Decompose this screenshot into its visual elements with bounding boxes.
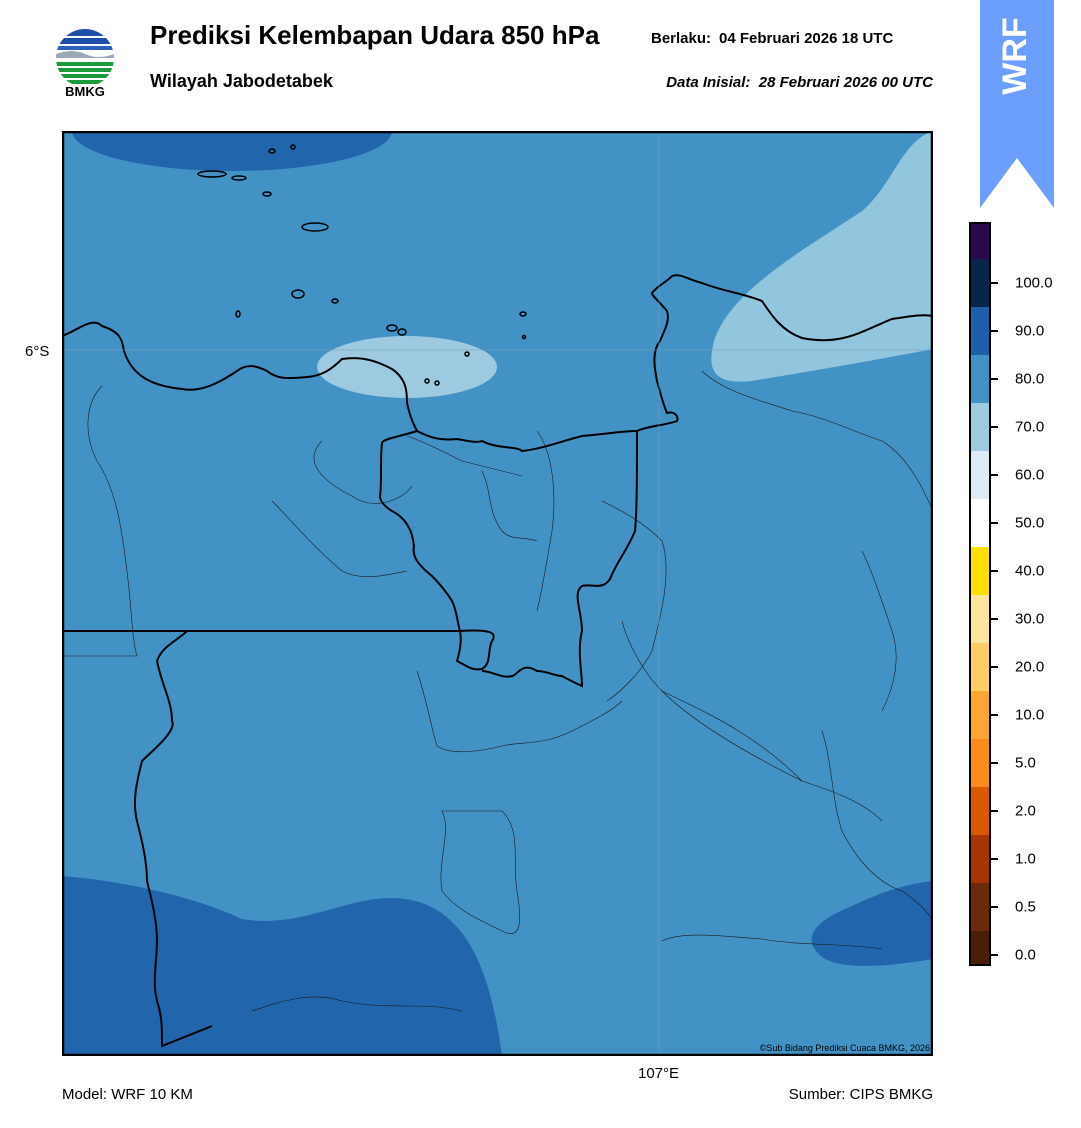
colorbar: [969, 222, 991, 966]
colorbar-tick: [991, 570, 998, 572]
colorbar-tick: [991, 858, 998, 860]
bmkg-logo-icon: [56, 29, 114, 87]
colorbar-tick-label: 1.0: [1015, 850, 1036, 868]
colorbar-segment: [969, 883, 991, 931]
colorbar-tick: [991, 474, 998, 476]
colorbar-segment: [969, 355, 991, 403]
valid-time: Berlaku: 04 Februari 2026 18 UTC: [651, 30, 893, 47]
colorbar-tick-label: 50.0: [1015, 514, 1045, 532]
colorbar-tick: [991, 954, 998, 956]
colorbar-segment: [969, 403, 991, 451]
source-info: Sumber: CIPS BMKG: [788, 1086, 933, 1103]
colorbar-tick: [991, 810, 998, 812]
page-title: Prediksi Kelembapan Udara 850 hPa: [150, 20, 600, 50]
humidity-zone-low-northeast: [711, 131, 933, 382]
colorbar-segment: [969, 739, 991, 787]
graticule: [62, 131, 933, 1056]
init-time: Data Inisial: 28 Februari 2026 00 UTC: [666, 74, 933, 91]
regency-boundaries: [62, 370, 933, 1012]
humidity-zone-high-southwest: [62, 876, 502, 1056]
colorbar-tick-label: 0.0: [1015, 946, 1036, 964]
wrf-badge: WRF: [980, 0, 1054, 208]
colorbar-tick: [991, 426, 998, 428]
valid-label: Berlaku:: [651, 30, 712, 47]
colorbar-segment: [969, 222, 991, 259]
colorbar-segment: [969, 499, 991, 547]
colorbar-segment: [969, 691, 991, 739]
colorbar-tick: [991, 666, 998, 668]
colorbar-segment: [969, 259, 991, 307]
init-value: 28 Februari 2026 00 UTC: [758, 74, 933, 91]
colorbar-tick-label: 90.0: [1015, 322, 1045, 340]
colorbar-segment: [969, 307, 991, 355]
colorbar-segment: [969, 931, 991, 966]
colorbar-tick-label: 80.0: [1015, 370, 1045, 388]
colorbar-tick-label: 20.0: [1015, 658, 1045, 676]
colorbar-tick: [991, 282, 998, 284]
colorbar-tick: [991, 714, 998, 716]
colorbar-segment: [969, 595, 991, 643]
colorbar-tick-label: 0.5: [1015, 898, 1036, 916]
colorbar-tick-label: 100.0: [1015, 274, 1053, 292]
map-credit: ©Sub Bidang Prediksi Cuaca BMKG, 2026: [760, 1043, 930, 1053]
colorbar-tick: [991, 522, 998, 524]
colorbar-tick: [991, 906, 998, 908]
map-frame: [62, 131, 933, 1056]
colorbar-tick: [991, 618, 998, 620]
longitude-label: 107°E: [638, 1065, 680, 1082]
colorbar-segment: [969, 643, 991, 691]
humidity-map: ©Sub Bidang Prediksi Cuaca BMKG, 2026: [62, 131, 933, 1056]
humidity-zone-high-southeast: [811, 881, 933, 966]
humidity-zone-high-north: [72, 131, 392, 171]
colorbar-segment: [969, 835, 991, 883]
page-subtitle: Wilayah Jabodetabek: [150, 71, 333, 91]
wrf-badge-text: WRF: [996, 17, 1034, 94]
coastline-and-province-borders: [62, 274, 933, 1048]
colorbar-tick-label: 60.0: [1015, 466, 1045, 484]
colorbar-segment: [969, 787, 991, 835]
colorbar-tick-label: 10.0: [1015, 706, 1045, 724]
islands: [197, 144, 527, 386]
colorbar-tick: [991, 378, 998, 380]
colorbar-tick: [991, 330, 998, 332]
map-svg: ©Sub Bidang Prediksi Cuaca BMKG, 2026: [62, 131, 933, 1056]
colorbar-ticks: 100.0 90.0 80.0 70.0 60.0 50.0 40.0 30.0 20.0 10.…: [991, 222, 1071, 966]
colorbar-tick-label: 70.0: [1015, 418, 1045, 436]
colorbar-tick: [991, 762, 998, 764]
init-label: Data Inisial:: [666, 74, 751, 91]
colorbar-segment: [969, 451, 991, 499]
latitude-label: 6°S: [25, 343, 50, 360]
logo-text: BMKG: [65, 84, 105, 99]
colorbar-tick-label: 30.0: [1015, 610, 1045, 628]
colorbar-tick-label: 5.0: [1015, 754, 1036, 772]
colorbar-tick-label: 2.0: [1015, 802, 1036, 820]
valid-value: 04 Februari 2026 18 UTC: [719, 30, 894, 47]
model-info: Model: WRF 10 KM: [62, 1086, 193, 1103]
colorbar-tick-label: 40.0: [1015, 562, 1045, 580]
humidity-zone-low-center: [317, 336, 497, 398]
colorbar-segment: [969, 547, 991, 595]
